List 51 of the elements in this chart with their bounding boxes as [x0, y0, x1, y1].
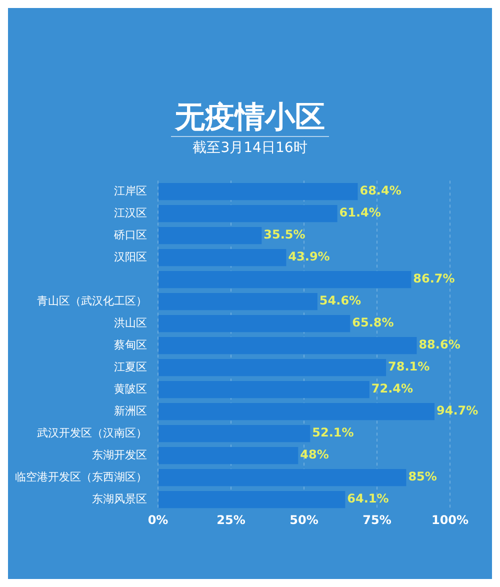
data-label: 86.7%	[413, 272, 455, 286]
bar	[158, 337, 417, 354]
x-tick-label: 100%	[431, 512, 469, 527]
data-label: 54.6%	[319, 294, 362, 308]
y-tick-label: 临空港开发区（东西湖区）	[15, 470, 147, 484]
bar	[158, 403, 435, 420]
bar	[158, 249, 286, 266]
bar	[158, 491, 346, 508]
y-tick-label: 洪山区	[114, 316, 147, 330]
y-tick-label: 江汉区	[114, 206, 147, 220]
data-label: 43.9%	[288, 250, 330, 264]
y-tick-label: 硚口区	[113, 228, 147, 242]
data-label: 72.4%	[371, 382, 414, 396]
y-tick-label: 青山区（武汉化工区）	[37, 294, 147, 308]
bar	[158, 381, 370, 398]
y-tick-label: 江岸区	[114, 184, 147, 198]
bar	[158, 205, 338, 222]
x-tick-label: 0%	[148, 512, 168, 527]
bar	[158, 425, 310, 442]
bar	[158, 359, 386, 376]
data-label: 64.1%	[347, 492, 389, 506]
chart-subtitle: 截至3月14日16时	[192, 139, 308, 157]
data-label: 68.4%	[360, 184, 402, 198]
y-tick-label: 武汉开发区（汉南区）	[37, 426, 147, 440]
y-tick-label: 新洲区	[114, 404, 147, 418]
data-label: 35.5%	[264, 228, 306, 242]
y-tick-label: 黄陂区	[114, 382, 147, 396]
data-label: 48%	[300, 448, 329, 462]
x-tick-label: 50%	[290, 512, 318, 527]
data-label: 52.1%	[312, 426, 354, 440]
data-label: 94.7%	[436, 404, 478, 418]
y-tick-label: 汉阳区	[114, 250, 147, 264]
bar	[158, 447, 298, 464]
x-tick-label: 75%	[362, 512, 392, 527]
x-tick-label: 25%	[216, 512, 246, 527]
bar	[158, 227, 262, 244]
data-label: 88.6%	[418, 338, 460, 352]
data-label: 78.1%	[388, 360, 430, 374]
chart-title: 无疫情小区	[171, 100, 329, 137]
data-label: 61.4%	[339, 206, 381, 220]
data-label: 85%	[408, 470, 437, 484]
data-label: 65.8%	[352, 316, 394, 330]
bar	[158, 293, 318, 310]
y-tick-label: 东湖开发区	[92, 448, 147, 462]
y-tick-label: 江夏区	[114, 360, 147, 374]
y-tick-label: 东湖风景区	[92, 492, 147, 506]
bar	[158, 183, 358, 200]
bar	[158, 271, 412, 288]
bar	[158, 315, 350, 332]
bar	[158, 469, 406, 486]
y-tick-label: 蔡甸区	[114, 338, 147, 352]
